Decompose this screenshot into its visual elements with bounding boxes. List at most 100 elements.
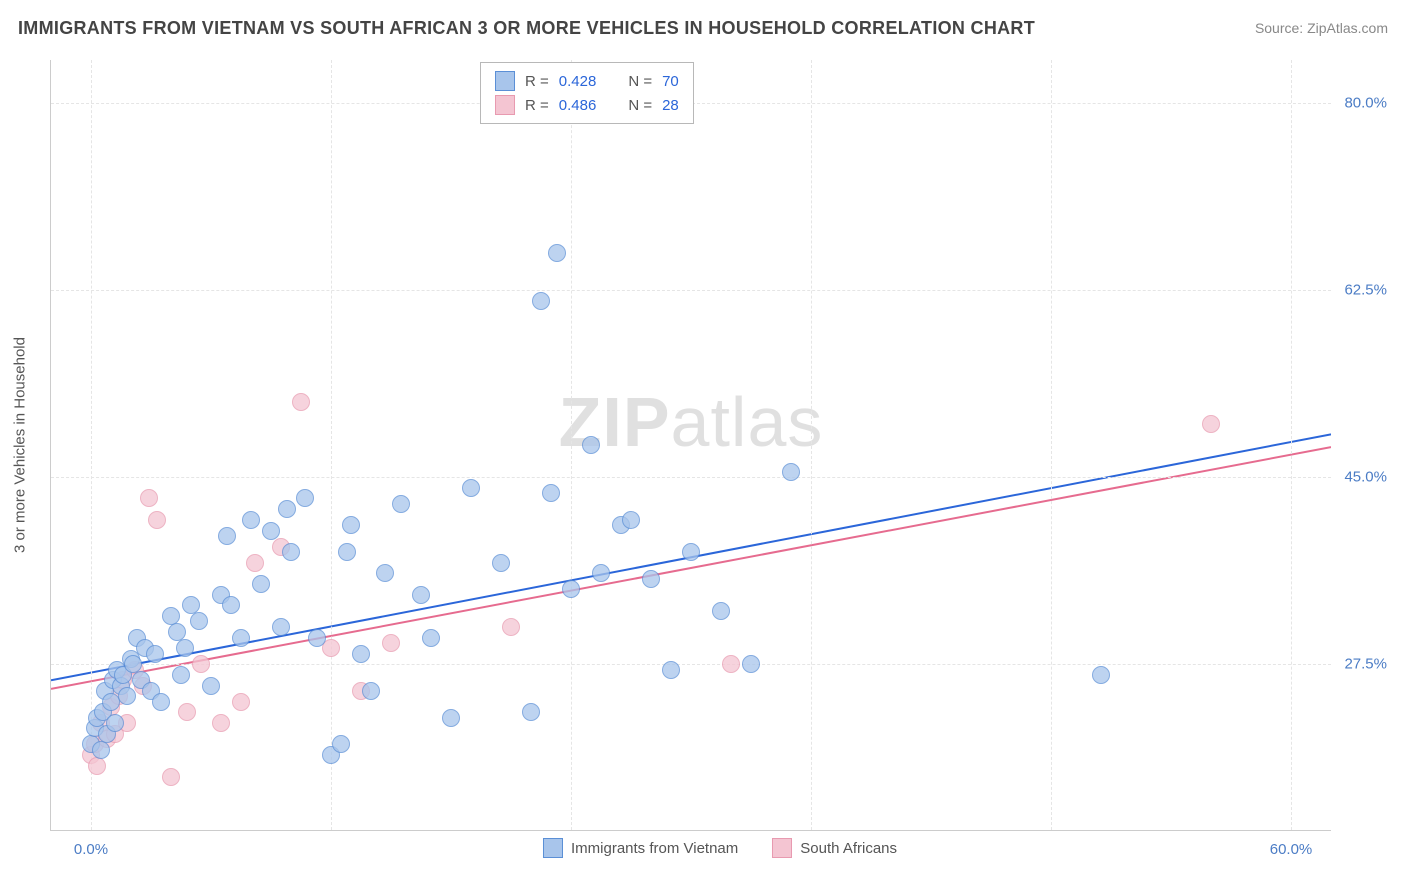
scatter-point bbox=[242, 511, 260, 529]
scatter-point bbox=[176, 639, 194, 657]
scatter-point bbox=[272, 618, 290, 636]
scatter-point bbox=[252, 575, 270, 593]
legend-swatch bbox=[495, 95, 515, 115]
scatter-point bbox=[278, 500, 296, 518]
scatter-point bbox=[232, 629, 250, 647]
chart-source: Source: ZipAtlas.com bbox=[1255, 20, 1388, 36]
scatter-point bbox=[522, 703, 540, 721]
scatter-point bbox=[192, 655, 210, 673]
stats-row: R = 0.486 N = 28 bbox=[495, 93, 679, 117]
scatter-point bbox=[712, 602, 730, 620]
scatter-point bbox=[662, 661, 680, 679]
scatter-point bbox=[412, 586, 430, 604]
scatter-point bbox=[218, 527, 236, 545]
stat-n-value: 28 bbox=[662, 97, 679, 114]
scatter-point bbox=[212, 714, 230, 732]
scatter-point bbox=[352, 645, 370, 663]
scatter-point bbox=[422, 629, 440, 647]
trend-line bbox=[51, 447, 1331, 689]
scatter-point bbox=[140, 489, 158, 507]
y-axis-title: 3 or more Vehicles in Household bbox=[12, 337, 29, 553]
scatter-point bbox=[782, 463, 800, 481]
gridline-vertical bbox=[811, 60, 812, 830]
stats-legend-box: R = 0.428 N = 70 R = 0.486 N = 28 bbox=[480, 62, 694, 124]
stats-row: R = 0.428 N = 70 bbox=[495, 69, 679, 93]
scatter-point bbox=[178, 703, 196, 721]
scatter-point bbox=[152, 693, 170, 711]
scatter-point bbox=[222, 596, 240, 614]
scatter-point bbox=[262, 522, 280, 540]
x-tick-label: 60.0% bbox=[1270, 841, 1313, 858]
stat-n-value: 70 bbox=[662, 73, 679, 90]
y-tick-label: 27.5% bbox=[1335, 656, 1387, 673]
scatter-point bbox=[92, 741, 110, 759]
chart-header: IMMIGRANTS FROM VIETNAM VS SOUTH AFRICAN… bbox=[18, 18, 1388, 48]
scatter-point bbox=[532, 292, 550, 310]
scatter-point bbox=[742, 655, 760, 673]
stat-r-label: R = bbox=[525, 97, 549, 114]
scatter-point bbox=[502, 618, 520, 636]
scatter-point bbox=[118, 687, 136, 705]
scatter-point bbox=[548, 244, 566, 262]
scatter-point bbox=[190, 612, 208, 630]
gridline-vertical bbox=[571, 60, 572, 830]
legend-label: South Africans bbox=[800, 840, 897, 857]
x-tick-label: 0.0% bbox=[74, 841, 108, 858]
legend-swatch bbox=[543, 838, 563, 858]
y-tick-label: 45.0% bbox=[1335, 469, 1387, 486]
scatter-point bbox=[172, 666, 190, 684]
scatter-point bbox=[282, 543, 300, 561]
scatter-point bbox=[642, 570, 660, 588]
scatter-point bbox=[106, 714, 124, 732]
y-tick-label: 62.5% bbox=[1335, 281, 1387, 298]
scatter-point bbox=[382, 634, 400, 652]
trend-lines bbox=[51, 60, 1331, 830]
watermark-light: atlas bbox=[671, 383, 824, 461]
scatter-point bbox=[462, 479, 480, 497]
scatter-point bbox=[562, 580, 580, 598]
gridline-horizontal bbox=[51, 664, 1331, 665]
chart-title: IMMIGRANTS FROM VIETNAM VS SOUTH AFRICAN… bbox=[18, 18, 1035, 38]
stat-n-label: N = bbox=[628, 73, 652, 90]
scatter-point bbox=[202, 677, 220, 695]
gridline-vertical bbox=[331, 60, 332, 830]
scatter-point bbox=[442, 709, 460, 727]
scatter-point bbox=[362, 682, 380, 700]
legend-swatch bbox=[495, 71, 515, 91]
watermark-bold: ZIP bbox=[559, 383, 671, 461]
plot-area: ZIPatlas 27.5%45.0%62.5%80.0%0.0%60.0% bbox=[50, 60, 1331, 831]
scatter-point bbox=[542, 484, 560, 502]
stat-r-value: 0.486 bbox=[559, 97, 597, 114]
scatter-point bbox=[232, 693, 250, 711]
legend-item: Immigrants from Vietnam bbox=[543, 838, 738, 858]
legend-label: Immigrants from Vietnam bbox=[571, 840, 738, 857]
scatter-point bbox=[146, 645, 164, 663]
scatter-point bbox=[622, 511, 640, 529]
scatter-point bbox=[292, 393, 310, 411]
stat-n-label: N = bbox=[628, 97, 652, 114]
gridline-vertical bbox=[1291, 60, 1292, 830]
gridline-horizontal bbox=[51, 290, 1331, 291]
scatter-point bbox=[1092, 666, 1110, 684]
scatter-point bbox=[308, 629, 326, 647]
stat-r-label: R = bbox=[525, 73, 549, 90]
plot-container: 3 or more Vehicles in Household ZIPatlas… bbox=[50, 60, 1390, 830]
scatter-point bbox=[592, 564, 610, 582]
gridline-vertical bbox=[1051, 60, 1052, 830]
gridline-horizontal bbox=[51, 477, 1331, 478]
scatter-point bbox=[722, 655, 740, 673]
bottom-legend: Immigrants from Vietnam South Africans bbox=[543, 838, 897, 858]
scatter-point bbox=[682, 543, 700, 561]
y-tick-label: 80.0% bbox=[1335, 94, 1387, 111]
stat-r-value: 0.428 bbox=[559, 73, 597, 90]
scatter-point bbox=[342, 516, 360, 534]
scatter-point bbox=[296, 489, 314, 507]
legend-swatch bbox=[772, 838, 792, 858]
scatter-point bbox=[88, 757, 106, 775]
scatter-point bbox=[492, 554, 510, 572]
scatter-point bbox=[392, 495, 410, 513]
scatter-point bbox=[376, 564, 394, 582]
scatter-point bbox=[162, 768, 180, 786]
scatter-point bbox=[246, 554, 264, 572]
scatter-point bbox=[148, 511, 166, 529]
